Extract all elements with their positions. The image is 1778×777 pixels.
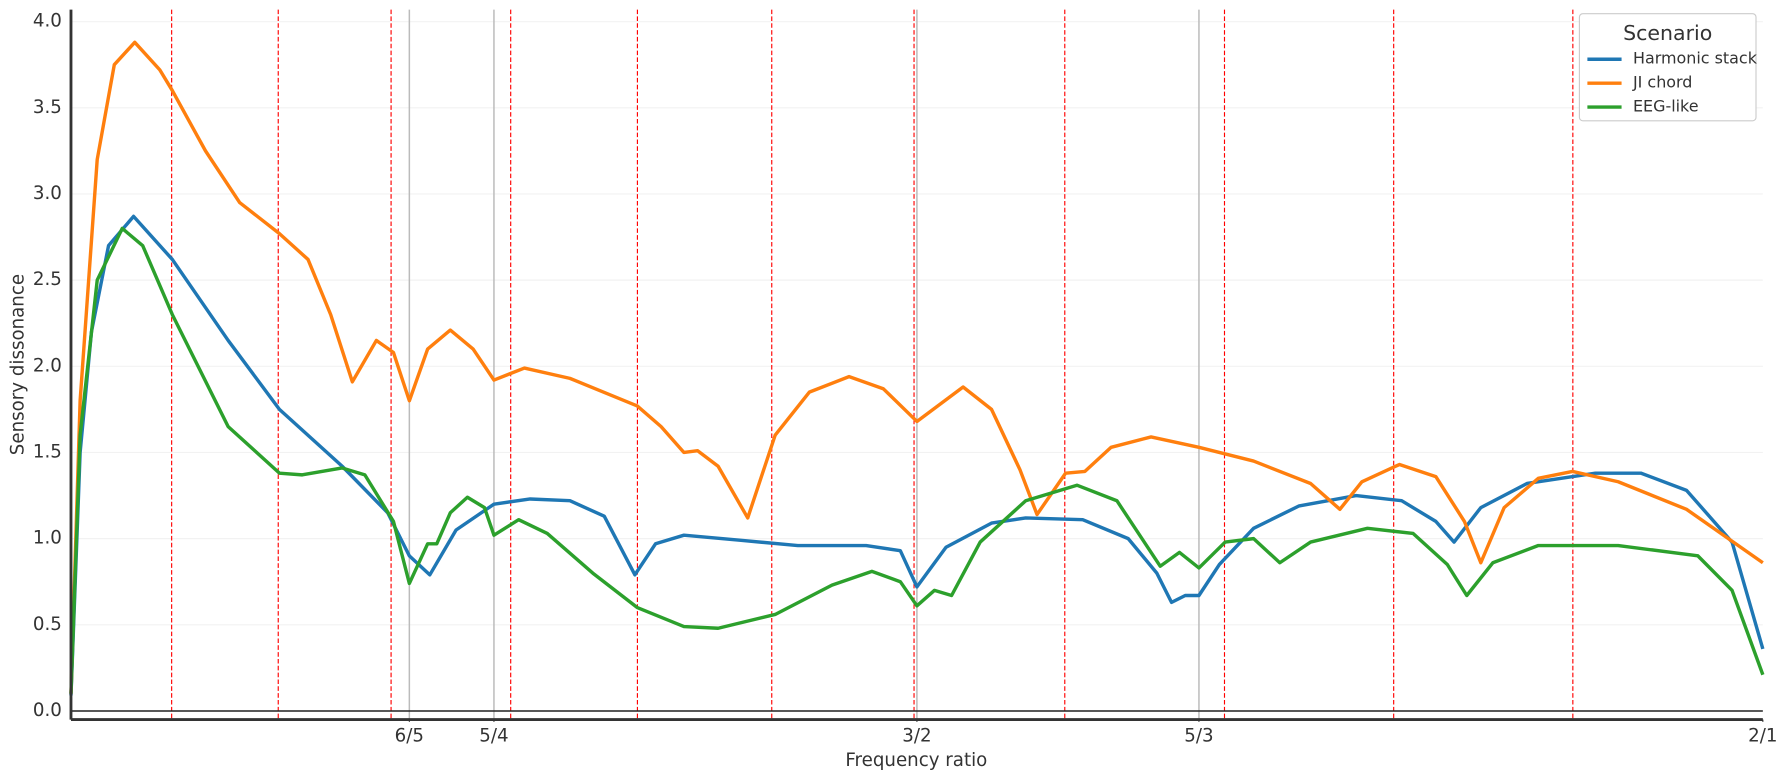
y-tick-label: 2.0 <box>33 355 62 376</box>
y-tick-label: 2.5 <box>33 269 62 290</box>
reference-lines <box>171 9 1574 720</box>
y-tick-label: 4.0 <box>33 11 62 32</box>
y-tick-label: 1.0 <box>33 528 62 549</box>
y-tick-label: 0.0 <box>33 700 62 721</box>
x-tick-label: 3/2 <box>902 726 931 747</box>
axes-layer: 0.0 0.5 1.0 1.5 2.0 2.5 3.0 3.5 4.0 6/5 5/4 3/2 5/3 2… <box>33 9 1778 747</box>
legend: Scenario Harmonic stack JI chord EEG-like <box>1578 13 1758 122</box>
legend-label: EEG-like <box>1633 97 1699 116</box>
series-line <box>69 40 1764 694</box>
legend-box <box>1578 13 1757 122</box>
series-layer <box>69 40 1765 696</box>
y-tick-label: 3.5 <box>33 97 62 118</box>
series-line <box>69 226 1765 694</box>
x-tick-label: 6/5 <box>395 726 424 747</box>
y-tick-label: 0.5 <box>33 614 62 635</box>
x-tick-label: 2/1 <box>1748 726 1777 747</box>
series-line <box>69 214 1765 696</box>
legend-label: Harmonic stack <box>1633 49 1758 68</box>
x-tick-label: 5/4 <box>479 726 508 747</box>
x-axis-label: Frequency ratio <box>845 750 987 771</box>
y-axis-label: Sensory dissonance <box>8 274 29 455</box>
x-tick-label: 5/3 <box>1184 726 1213 747</box>
y-tick-label: 3.0 <box>33 183 62 204</box>
legend-label: JI chord <box>1632 73 1692 92</box>
y-tick-label: 1.5 <box>33 441 62 462</box>
legend-title: Scenario <box>1623 21 1712 45</box>
